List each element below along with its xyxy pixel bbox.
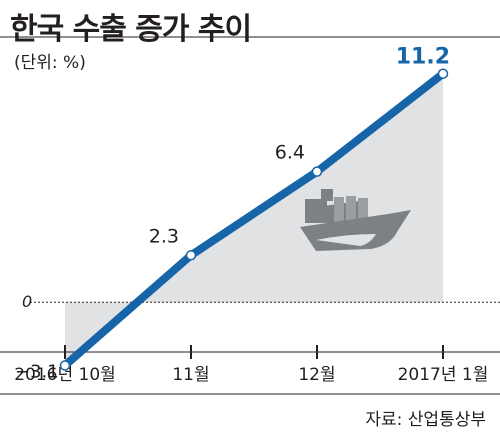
data-label: 2.3 <box>149 225 179 247</box>
cargo-ship-icon <box>300 189 411 251</box>
data-point <box>311 166 323 177</box>
x-tick-label: 2016년 10월 <box>14 365 116 385</box>
series-line <box>61 69 447 370</box>
series-area <box>65 73 443 366</box>
source-label: 자료: 산업통상부 <box>365 410 486 430</box>
x-tick-label: 2017년 1월 <box>398 365 489 385</box>
data-point <box>185 250 197 261</box>
x-tick-label: 12월 <box>298 365 335 385</box>
unit-label: (단위: %) <box>14 53 86 73</box>
data-point <box>437 68 449 79</box>
zero-label: 0 <box>22 292 32 311</box>
data-point <box>59 360 71 371</box>
x-tick-label: 11월 <box>172 365 209 385</box>
data-label: 6.4 <box>275 142 305 164</box>
data-label: 11.2 <box>396 45 450 70</box>
data-label: −3.1 <box>15 361 59 382</box>
chart-title: 한국 수출 증가 추이 <box>10 12 252 47</box>
